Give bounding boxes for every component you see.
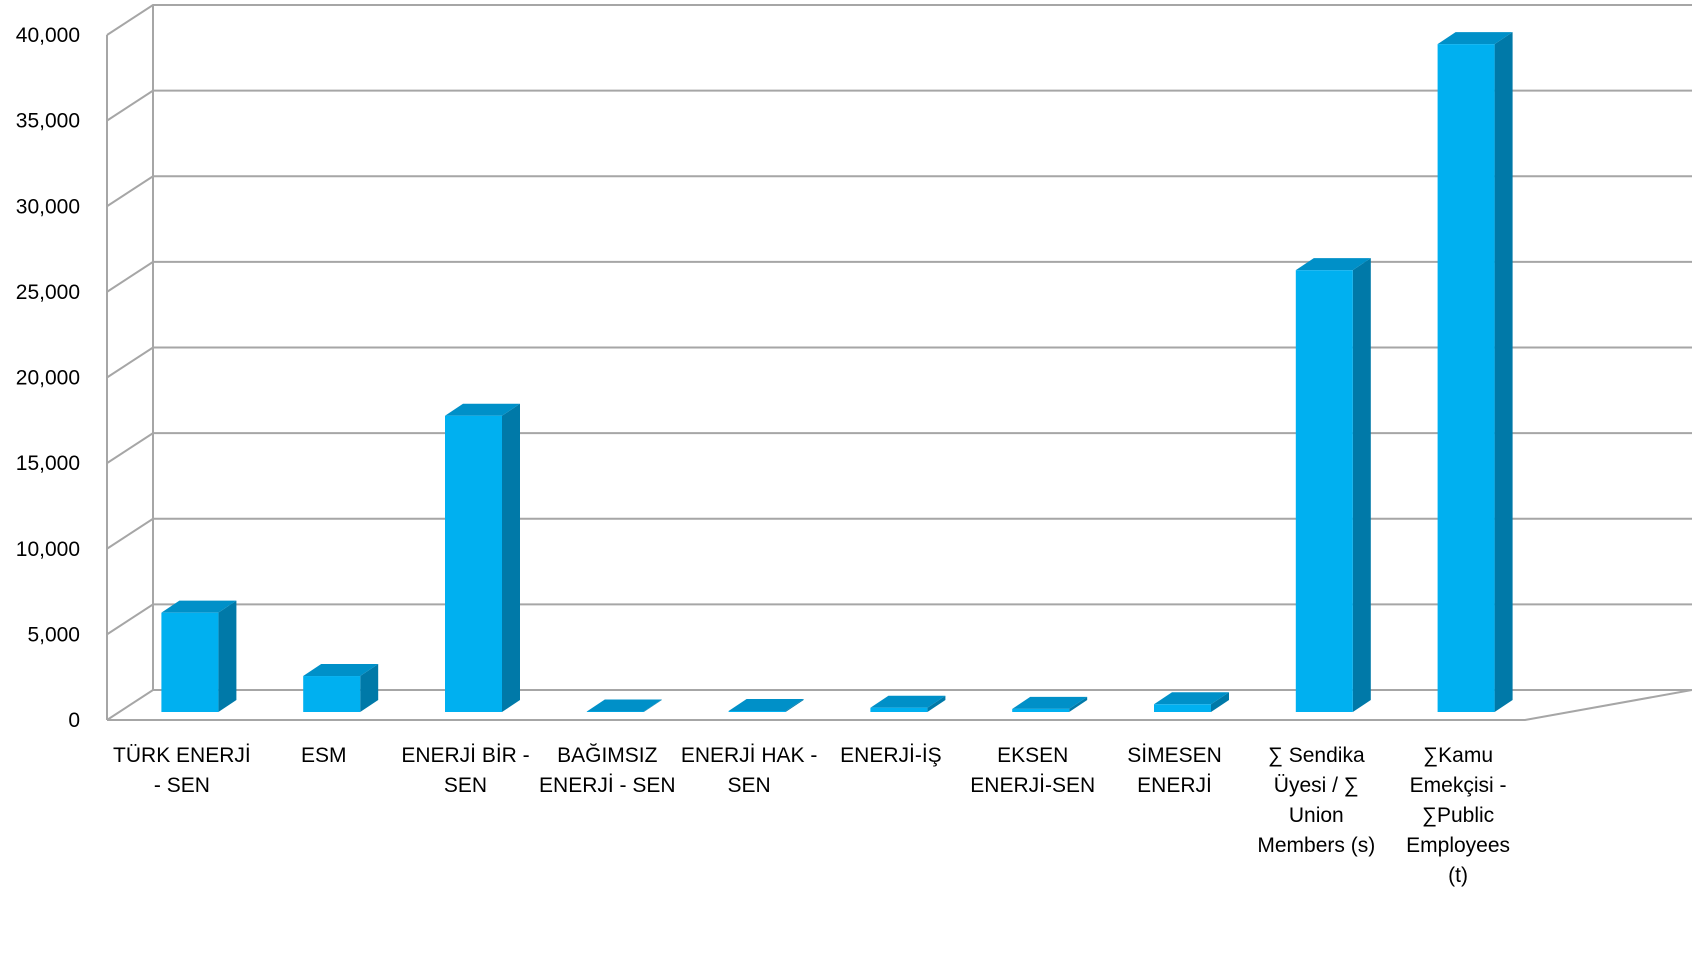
x-tick-label-line: Üyesi / ∑ <box>1274 774 1359 797</box>
x-tick-label: EKSEN ENERJİ-SEN <box>970 744 1095 797</box>
bar <box>586 699 662 712</box>
bar-side <box>1069 696 1088 712</box>
bar-front <box>1154 704 1211 712</box>
x-tick-label-line: SEN <box>444 774 487 797</box>
x-tick-label-line: Emekçisi - <box>1410 774 1507 797</box>
grid-layer <box>106 4 1692 721</box>
bar-side <box>360 664 379 712</box>
bar-top <box>586 699 662 712</box>
bar-front <box>445 415 502 712</box>
gridline <box>106 346 1692 379</box>
bar-front <box>870 707 928 712</box>
x-tick-label-line: ENERJİ HAK - <box>681 744 818 767</box>
bar <box>303 664 379 712</box>
x-tick-label-line: SİMESEN <box>1127 744 1222 767</box>
y-tick-label: 35,000 <box>16 110 80 133</box>
x-tick-label-line: ENERJİ-SEN <box>970 774 1095 797</box>
x-tick-label-line: Members (s) <box>1257 834 1375 857</box>
bar-top <box>161 600 237 613</box>
bar <box>870 695 946 712</box>
x-tick-label-line: Employees <box>1406 834 1510 857</box>
bar <box>1154 692 1229 712</box>
bar-front <box>161 612 219 712</box>
y-tick-label: 20,000 <box>16 367 80 390</box>
y-tick-label: 10,000 <box>16 538 80 561</box>
y-tick-label: 25,000 <box>16 281 80 304</box>
bar-front <box>728 710 786 712</box>
x-tick-label: ENERJİ BİR - SEN <box>401 744 529 797</box>
bar-front <box>1295 270 1353 712</box>
bar-side <box>502 403 520 712</box>
x-tick-label-line: ESM <box>301 744 347 767</box>
x-axis-ticks: TÜRK ENERJİ - SEN ESM ENERJİ BİR - SEN BAĞIMS… <box>113 744 1510 887</box>
bar-front <box>586 711 644 712</box>
bar <box>1295 258 1371 712</box>
y-tick-label: 40,000 <box>16 24 80 47</box>
floor-front-edge <box>107 689 1692 721</box>
x-tick-label-line: (t) <box>1448 864 1468 887</box>
x-tick-label: ∑ Sendika Üyesi / ∑ Union Members (s) <box>1257 744 1375 857</box>
x-tick-label-line: ∑ Sendika <box>1268 744 1365 767</box>
x-tick-label: SİMESEN ENERJİ <box>1127 744 1222 797</box>
bar-side <box>785 698 804 712</box>
bar-front <box>1437 44 1495 712</box>
bar-front <box>1012 708 1070 712</box>
bar-side <box>1494 32 1513 712</box>
gridline <box>106 4 1692 36</box>
y-tick-label: 5,000 <box>27 623 80 646</box>
gridline <box>106 689 1692 721</box>
x-tick-label-line: EKSEN <box>997 744 1068 767</box>
x-tick-label-line: ENERJİ-İŞ <box>840 744 942 767</box>
bars-layer <box>161 32 1513 712</box>
gridline <box>106 517 1692 550</box>
x-tick-label-line: ∑Kamu <box>1423 744 1493 767</box>
x-tick-label: ENERJİ HAK - SEN <box>681 744 818 797</box>
bar-side <box>1211 692 1229 712</box>
x-tick-label: ENERJİ-İŞ <box>840 744 942 767</box>
bar-front <box>303 676 361 712</box>
bar <box>1437 32 1513 712</box>
bar-top <box>870 695 946 708</box>
bar-top <box>1154 692 1229 705</box>
bar <box>728 698 804 712</box>
bar <box>161 600 237 712</box>
y-tick-label: 30,000 <box>16 195 80 218</box>
bar-side <box>218 600 237 712</box>
bar-side <box>643 699 662 712</box>
bar-top <box>728 698 804 711</box>
x-tick-label-line: BAĞIMSIZ <box>557 744 658 767</box>
x-tick-label: TÜRK ENERJİ - SEN <box>113 744 251 797</box>
bar-side <box>927 695 946 712</box>
bar-top <box>1437 32 1513 45</box>
x-tick-label-line: Union <box>1289 804 1344 827</box>
y-tick-label: 15,000 <box>16 452 80 475</box>
x-tick-label: ∑Kamu Emekçisi - ∑Public Employees (t) <box>1406 744 1510 887</box>
bar-top <box>445 403 520 416</box>
x-tick-label-line: - SEN <box>154 774 210 797</box>
x-tick-label-line: ENERJİ - SEN <box>539 774 676 797</box>
gridline <box>106 260 1692 293</box>
gridline <box>106 603 1692 636</box>
bar <box>1012 696 1088 712</box>
x-tick-label-line: ∑Public <box>1422 804 1494 827</box>
x-tick-label-line: TÜRK ENERJİ <box>113 744 251 767</box>
gridline <box>106 432 1692 464</box>
bar-top <box>1012 696 1088 709</box>
x-tick-label: ESM <box>301 744 347 767</box>
bar <box>445 403 520 712</box>
gridline <box>106 89 1692 122</box>
bar-top <box>1295 258 1371 271</box>
x-tick-label-line: ENERJİ BİR - <box>401 744 529 767</box>
x-tick-label: BAĞIMSIZ ENERJİ - SEN <box>539 744 676 797</box>
y-axis-ticks: 0 5,000 10,000 15,000 20,000 25,000 30,000 35,0… <box>16 24 80 732</box>
x-tick-label-line: ENERJİ <box>1137 774 1212 797</box>
x-tick-label-line: SEN <box>728 774 771 797</box>
y-tick-label: 0 <box>68 709 80 732</box>
gridline <box>106 175 1692 208</box>
bar-top <box>303 664 379 677</box>
bar-side <box>1352 258 1371 712</box>
